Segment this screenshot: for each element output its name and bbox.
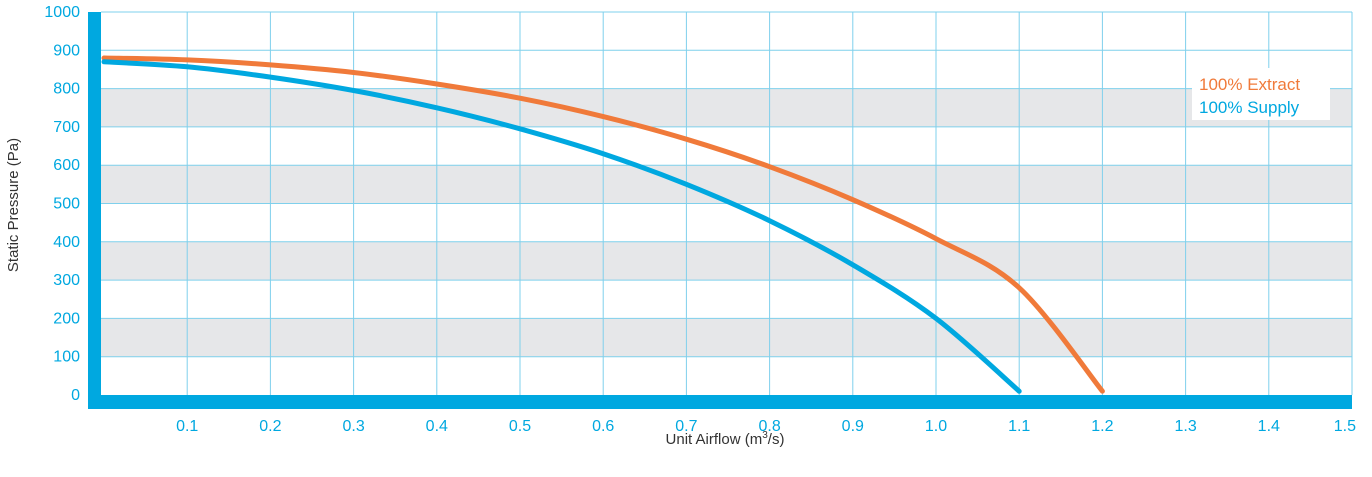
legend-box [1192,68,1330,120]
x-tick-label: 0.5 [509,418,531,435]
x-axis-title-main: Unit Airflow (m [666,431,763,448]
x-axis-bar [101,395,1352,409]
x-tick-label: 0.9 [842,418,864,435]
y-tick-label: 800 [53,81,80,98]
band-300-400 [101,241,1352,281]
legend-item-supply: 100% Supply [1199,98,1300,117]
axis-corner [88,395,101,409]
background-bands [101,88,1352,357]
x-tick-labels: 0.1 0.2 0.3 0.4 0.5 0.6 0.7 0.8 0.9 1.0 1.1 1.2 1.3 1… [176,418,1356,435]
x-axis-title-suffix: /s) [768,431,785,448]
band-500-600 [101,165,1352,204]
y-tick-label: 700 [53,119,80,136]
y-tick-label: 0 [71,387,80,404]
band-100-200 [101,318,1352,357]
y-tick-label: 100 [53,349,80,366]
x-tick-label: 1.1 [1008,418,1030,435]
y-axis-title: Static Pressure (Pa) [5,138,22,272]
x-tick-label: 0.4 [426,418,448,435]
x-axis-title: Unit Airflow (m3/s) [666,430,785,448]
y-tick-label: 900 [53,42,80,59]
series-line-supply [101,59,1022,394]
series-line-extract [101,55,1105,394]
x-tick-label: 1.0 [925,418,947,435]
x-tick-label: 0.3 [342,418,364,435]
x-axis-title-sup: 3 [762,430,768,441]
y-tick-label: 1000 [44,4,80,21]
y-tick-label: 400 [53,234,80,251]
series-lines [101,55,1105,394]
x-tick-label: 0.2 [259,418,281,435]
x-tick-label: 1.2 [1091,418,1113,435]
x-tick-label: 0.7 [675,418,697,435]
x-tick-label: 0.6 [592,418,614,435]
axes [88,12,1352,409]
x-tick-label: 1.5 [1334,418,1356,435]
x-tick-label: 0.8 [758,418,780,435]
y-tick-labels: 0 100 200 300 400 500 600 700 800 900 1000 [44,4,80,404]
y-axis-bar [88,12,101,409]
x-tick-label: 0.1 [176,418,198,435]
y-tick-label: 200 [53,310,80,327]
x-tick-label: 1.3 [1174,418,1196,435]
legend: 100% Extract 100% Supply [1192,68,1330,120]
legend-item-extract: 100% Extract [1199,75,1300,94]
band-700-800 [101,88,1352,127]
x-tick-label: 1.4 [1258,418,1280,435]
y-tick-label: 500 [53,196,80,213]
y-tick-label: 300 [53,272,80,289]
y-tick-label: 600 [53,157,80,174]
